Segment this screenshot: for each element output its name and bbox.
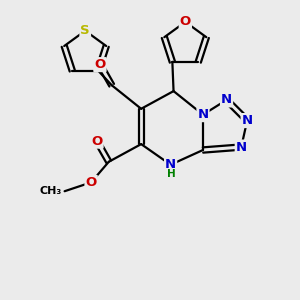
Text: N: N [197,108,208,121]
Text: O: O [94,58,106,71]
Text: CH₃: CH₃ [39,186,62,196]
Text: N: N [165,158,176,171]
Text: N: N [236,141,247,154]
Text: H: H [167,169,176,179]
Text: S: S [80,24,90,37]
Text: O: O [92,135,103,148]
Text: O: O [180,15,191,28]
Text: N: N [242,114,253,127]
Text: O: O [85,176,97,189]
Text: N: N [221,93,232,106]
